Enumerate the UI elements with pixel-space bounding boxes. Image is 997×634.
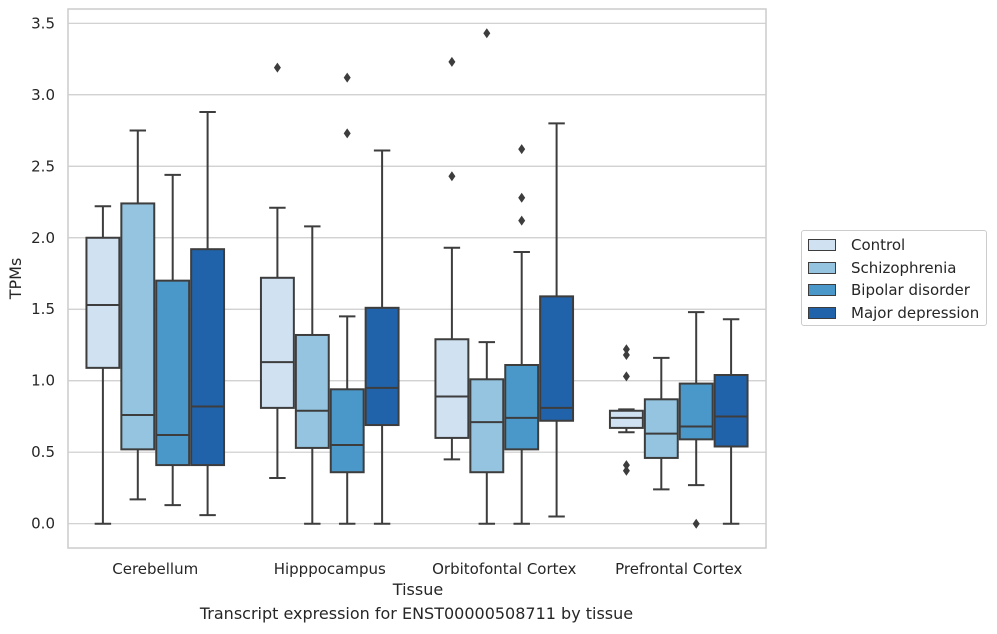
box [504,363,540,451]
outlier-point [518,215,526,226]
box [713,374,749,448]
legend-label-schizophrenia: Schizophrenia [851,259,957,277]
outlier-point [343,128,351,139]
legend-swatch-schizophrenia [808,262,836,274]
outlier-point [692,518,700,529]
box [120,202,156,451]
x-tick-label: Cerebellum [112,560,198,578]
box [608,409,644,429]
outlier-point [343,72,351,83]
legend-swatch-major-depression [808,307,836,319]
y-tick-label: 2.0 [31,229,55,247]
legend-label-bipolar-disorder: Bipolar disorder [851,281,970,299]
x-tick-label: Hipppocampus [274,560,386,578]
outlier-point [622,460,630,471]
legend: Control Schizophrenia Bipolar disorder M… [801,230,987,326]
box [259,276,295,409]
y-tick-label: 1.0 [31,372,55,390]
y-tick-label: 0.0 [31,515,55,533]
legend-item-major-depression: Major depression [808,303,979,323]
box [329,388,365,474]
outlier-point [622,371,630,382]
outlier-point [518,192,526,203]
box [539,295,575,422]
outlier-point [448,171,456,182]
box [294,333,330,449]
outlier-point [622,344,630,355]
outlier-point [448,56,456,67]
y-tick-label: 3.0 [31,86,55,104]
legend-label-control: Control [851,236,906,254]
legend-item-bipolar-disorder: Bipolar disorder [808,280,970,300]
x-axis-label: Tissue [392,580,443,599]
box [155,279,191,467]
outlier-point [518,144,526,155]
legend-item-schizophrenia: Schizophrenia [808,258,956,278]
y-axis-label: TPMs [6,258,25,301]
legend-label-major-depression: Major depression [851,304,980,322]
box [85,236,121,369]
outlier-point [273,62,281,73]
box [364,306,400,427]
outlier-point [622,349,630,360]
box [434,338,470,439]
figure-caption: Transcript expression for ENST0000050871… [199,604,634,623]
y-tick-label: 2.5 [31,157,55,175]
y-tick-label: 3.5 [31,14,55,32]
y-tick-label: 0.5 [31,443,55,461]
outlier-point [483,28,491,39]
plot-frame [67,8,767,549]
x-tick-label: Orbitofontal Cortex [432,560,576,578]
box [678,382,714,441]
box [469,378,505,474]
legend-item-control: Control [808,235,905,255]
legend-swatch-bipolar-disorder [808,284,836,296]
outlier-point [622,465,630,476]
x-tick-label: Prefrontal Cortex [615,560,742,578]
box [190,248,226,467]
legend-swatch-control [808,239,836,251]
y-tick-label: 1.5 [31,300,55,318]
box [643,398,679,459]
